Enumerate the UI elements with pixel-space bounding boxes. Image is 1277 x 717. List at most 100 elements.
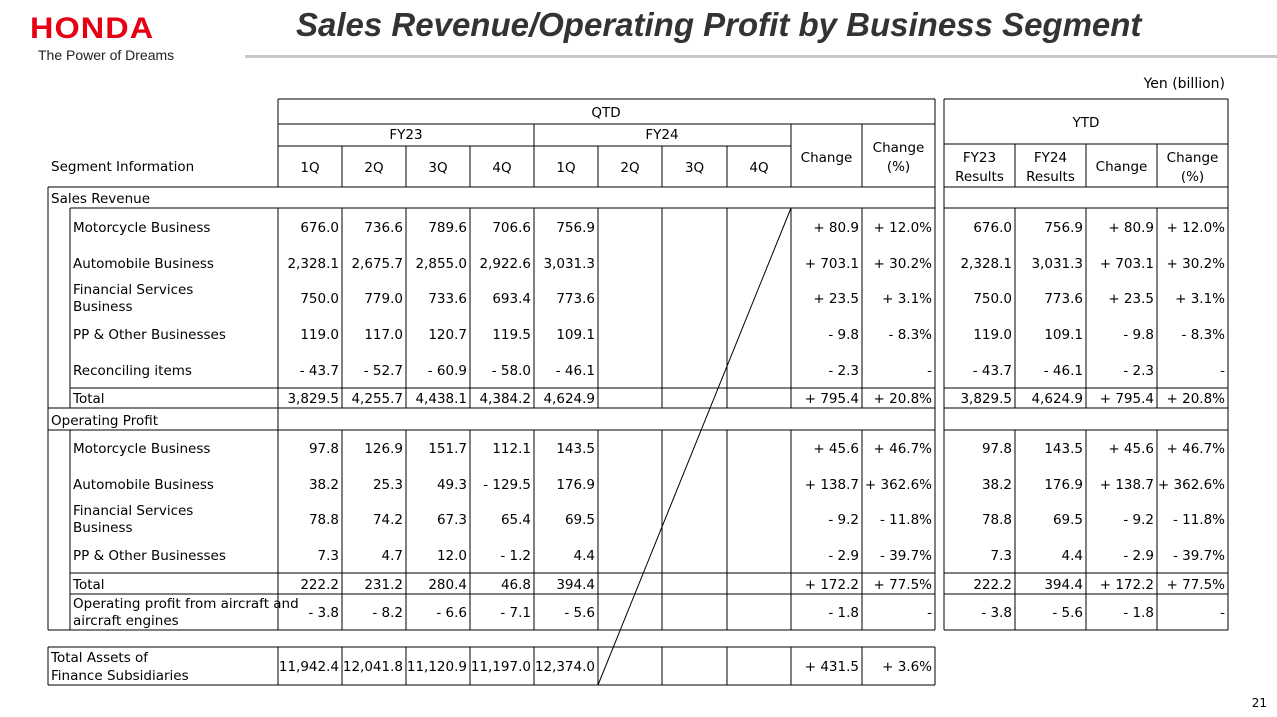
- page-number: 21: [1251, 696, 1267, 710]
- ytd-cell: 756.9: [1044, 220, 1083, 236]
- ytd-cell: + 172.2: [1100, 577, 1154, 593]
- ytd-cell: 676.0: [973, 220, 1012, 236]
- change-cell: + 45.6: [813, 441, 859, 457]
- honda-logo: HONDA: [30, 12, 155, 45]
- ytd-cell: + 80.9: [1108, 220, 1154, 236]
- change-cell: - 9.2: [828, 512, 859, 528]
- value-cell: 112.1: [492, 441, 531, 457]
- row-label: aircraft engines: [73, 613, 179, 629]
- change-cell: - 2.3: [828, 363, 859, 379]
- ytd-cell: - 46.1: [1044, 363, 1083, 379]
- value-cell: 706.6: [492, 220, 531, 236]
- quarter-header: 3Q: [428, 160, 447, 176]
- ytd-cell: - 43.7: [973, 363, 1012, 379]
- title-divider: [245, 55, 1277, 58]
- change-cell: + 23.5: [813, 291, 859, 307]
- ytd-cell: 750.0: [973, 291, 1012, 307]
- value-cell: - 8.2: [372, 605, 403, 621]
- row-label: PP & Other Businesses: [73, 327, 226, 343]
- row-label: Motorcycle Business: [73, 220, 210, 236]
- value-cell: 676.0: [300, 220, 339, 236]
- value-cell: 4.4: [574, 548, 595, 564]
- value-cell: 789.6: [428, 220, 467, 236]
- ytd-cell: 176.9: [1044, 477, 1083, 493]
- assets-value: 12,041.8: [343, 659, 403, 675]
- change-pct-cell: - 39.7%: [880, 548, 932, 564]
- row-label: Automobile Business: [73, 256, 214, 272]
- ytd-cell: + 20.8%: [1167, 391, 1226, 407]
- change-cell: + 703.1: [805, 256, 859, 272]
- value-cell: 38.2: [309, 477, 339, 493]
- fy24-header: FY24: [645, 127, 678, 143]
- value-cell: - 5.6: [564, 605, 595, 621]
- value-cell: 4,255.7: [351, 391, 403, 407]
- value-cell: 4,624.9: [543, 391, 595, 407]
- ytd-cell: 143.5: [1044, 441, 1083, 457]
- value-cell: 117.0: [364, 327, 403, 343]
- value-cell: - 6.6: [436, 605, 467, 621]
- value-cell: 120.7: [428, 327, 467, 343]
- not-applicable-diagonal: [597, 207, 792, 686]
- value-cell: 2,855.0: [415, 256, 467, 272]
- ytd-cell: 69.5: [1053, 512, 1083, 528]
- ytd-col-header: FY24: [1034, 150, 1067, 166]
- ytd-col-header: (%): [1181, 169, 1204, 185]
- unit-label: Yen (billion): [1143, 76, 1225, 92]
- ytd-cell: + 703.1: [1100, 256, 1154, 272]
- value-cell: 693.4: [492, 291, 531, 307]
- value-cell: 3,031.3: [543, 256, 595, 272]
- ytd-cell: + 46.7%: [1167, 441, 1226, 457]
- assets-value: 11,197.0: [471, 659, 531, 675]
- ytd-col-header: Change: [1167, 150, 1219, 166]
- value-cell: 176.9: [556, 477, 595, 493]
- row-label: Total: [72, 577, 105, 593]
- ytd-cell: 2,328.1: [960, 256, 1012, 272]
- value-cell: 4,438.1: [415, 391, 467, 407]
- ytd-cell: + 23.5: [1108, 291, 1154, 307]
- ytd-cell: - 8.3%: [1182, 327, 1226, 343]
- value-cell: 49.3: [437, 477, 467, 493]
- change-header: Change: [801, 150, 853, 166]
- value-cell: 97.8: [309, 441, 339, 457]
- value-cell: 25.3: [373, 477, 403, 493]
- assets-value: 11,942.4: [279, 659, 339, 675]
- value-cell: 736.6: [364, 220, 403, 236]
- change-pct-cell: + 46.7%: [874, 441, 933, 457]
- ytd-cell: 394.4: [1044, 577, 1083, 593]
- row-label: Financial Services: [73, 503, 193, 519]
- quarter-header: 2Q: [620, 160, 639, 176]
- value-cell: - 60.9: [428, 363, 467, 379]
- ytd-cell: - 2.3: [1123, 363, 1154, 379]
- ytd-cell: + 3.1%: [1175, 291, 1225, 307]
- value-cell: - 58.0: [492, 363, 531, 379]
- value-cell: 78.8: [309, 512, 339, 528]
- change-pct-cell: + 20.8%: [874, 391, 933, 407]
- change-pct-header: (%): [887, 159, 910, 175]
- qtd-header: QTD: [591, 105, 620, 121]
- assets-label: Finance Subsidiaries: [51, 668, 189, 684]
- change-pct-cell: -: [927, 363, 932, 379]
- value-cell: - 7.1: [500, 605, 531, 621]
- value-cell: 143.5: [556, 441, 595, 457]
- value-cell: 119.0: [300, 327, 339, 343]
- quarter-header: 1Q: [300, 160, 319, 176]
- value-cell: 69.5: [565, 512, 595, 528]
- value-cell: - 1.2: [500, 548, 531, 564]
- value-cell: 67.3: [437, 512, 467, 528]
- fy23-header: FY23: [389, 127, 422, 143]
- quarter-header: 4Q: [749, 160, 768, 176]
- change-cell: + 172.2: [805, 577, 859, 593]
- quarter-header: 1Q: [556, 160, 575, 176]
- ytd-cell: - 9.2: [1123, 512, 1154, 528]
- change-pct-cell: + 12.0%: [874, 220, 933, 236]
- assets-change-pct: + 3.6%: [882, 659, 932, 675]
- value-cell: 151.7: [428, 441, 467, 457]
- value-cell: 109.1: [556, 327, 595, 343]
- change-pct-cell: -: [927, 605, 932, 621]
- ytd-cell: + 45.6: [1108, 441, 1154, 457]
- value-cell: 46.8: [501, 577, 531, 593]
- ytd-cell: 78.8: [982, 512, 1012, 528]
- ytd-cell: -: [1220, 363, 1225, 379]
- section-label-sales: Sales Revenue: [51, 191, 150, 207]
- row-label: Total: [72, 391, 105, 407]
